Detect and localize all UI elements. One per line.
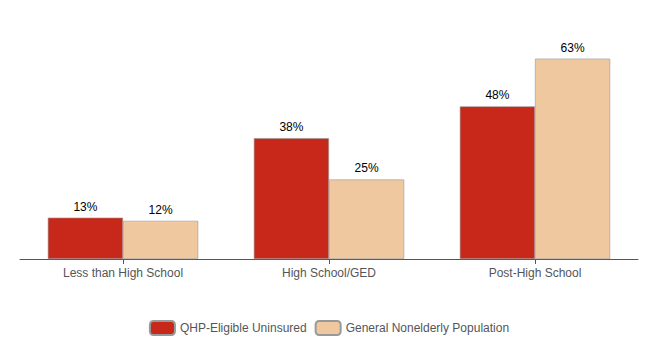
svg-text:Post-High School: Post-High School [489,266,582,280]
svg-text:12%: 12% [149,203,173,217]
svg-text:13%: 13% [73,200,97,214]
svg-text:Less than High School: Less than High School [63,266,183,280]
svg-text:High School/GED: High School/GED [282,266,376,280]
svg-text:38%: 38% [279,120,303,134]
svg-text:63%: 63% [561,41,585,55]
svg-text:QHP-Eligible Uninsured: QHP-Eligible Uninsured [180,321,307,335]
svg-text:48%: 48% [485,88,509,102]
svg-text:25%: 25% [355,161,379,175]
svg-text:General Nonelderly Population: General Nonelderly Population [346,321,509,335]
